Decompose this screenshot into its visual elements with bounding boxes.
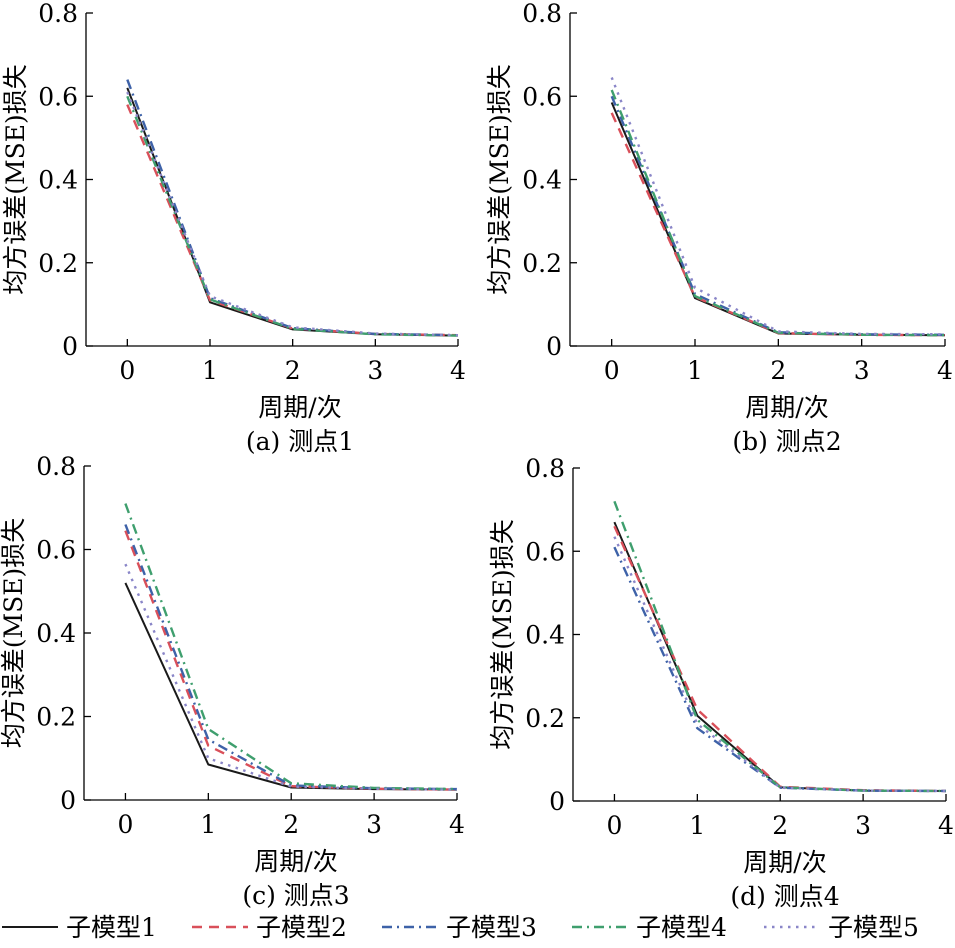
series-line-2 (610, 112, 946, 337)
x-tick-label: 2 (283, 810, 299, 839)
series-line-4 (610, 89, 946, 337)
y-tick-label: 0.2 (36, 703, 76, 732)
y-axis-label: 均方误差(MSE)损失 (488, 519, 517, 749)
series-line-5 (613, 536, 947, 793)
legend: 子模型1 子模型2 子模型3 子模型4 子模型5 (2, 913, 919, 942)
x-tick-label: 0 (119, 356, 135, 385)
legend-label: 子模型4 (636, 913, 727, 942)
y-tick-label: 0.8 (522, 0, 562, 28)
x-tick-label: 1 (202, 356, 218, 385)
x-tick-label: 0 (604, 356, 620, 385)
x-axis-label: 周期/次 (254, 847, 337, 876)
x-tick-label: 1 (689, 811, 705, 840)
series-line-1 (610, 102, 946, 337)
y-tick-label: 0.6 (36, 536, 76, 565)
y-tick-label: 0.2 (522, 249, 562, 278)
x-tick-label: 2 (285, 356, 301, 385)
series-line-4 (124, 503, 458, 791)
y-tick-label: 0.8 (36, 452, 76, 481)
y-tick-label: 0.6 (522, 82, 562, 111)
x-axis-label: 周期/次 (745, 393, 828, 422)
x-tick-label: 3 (366, 810, 382, 839)
x-tick-label: 4 (937, 356, 953, 385)
y-axis-label: 均方误差(MSE)损失 (485, 64, 514, 294)
x-tick-label: 2 (772, 811, 788, 840)
series-line-2 (613, 525, 947, 793)
y-tick-label: 0.2 (38, 249, 78, 278)
x-tick-label: 4 (449, 810, 465, 839)
series-line-5 (610, 77, 946, 336)
y-axis-label: 均方误差(MSE)损失 (0, 518, 28, 748)
y-tick-label: 0.8 (525, 454, 565, 483)
x-tick-label: 2 (770, 356, 786, 385)
panel-caption: (b) 测点2 (732, 427, 841, 456)
legend-item-3: 子模型3 (382, 913, 537, 942)
x-tick-label: 4 (450, 356, 466, 385)
series-line-5 (124, 563, 458, 791)
x-tick-label: 3 (854, 356, 870, 385)
panel-caption: (c) 测点3 (242, 881, 349, 910)
y-tick-label: 0.4 (36, 619, 76, 648)
y-tick-label: 0 (60, 786, 76, 815)
x-tick-label: 3 (367, 356, 383, 385)
x-tick-label: 1 (687, 356, 703, 385)
panel-caption: (a) 测点1 (246, 427, 354, 456)
x-tick-label: 0 (606, 811, 622, 840)
series-line-2 (126, 104, 459, 337)
x-tick-label: 4 (938, 811, 954, 840)
legend-item-4: 子模型4 (572, 913, 727, 942)
y-tick-label: 0.8 (38, 0, 78, 28)
x-axis-label: 周期/次 (743, 848, 826, 877)
y-tick-label: 0.4 (525, 621, 565, 650)
panel-caption: (d) 测点4 (730, 882, 839, 911)
series-line-3 (124, 524, 458, 791)
legend-item-1: 子模型1 (2, 913, 157, 942)
series-line-1 (613, 521, 947, 792)
series-line-5 (126, 91, 459, 337)
y-tick-label: 0 (546, 332, 562, 361)
x-tick-label: 3 (855, 811, 871, 840)
series-line-4 (613, 500, 947, 793)
legend-label: 子模型1 (66, 913, 157, 942)
legend-label: 子模型2 (256, 913, 347, 942)
legend-label: 子模型5 (828, 913, 919, 942)
x-tick-label: 0 (117, 810, 133, 839)
y-axis-label: 均方误差(MSE)损失 (1, 64, 30, 294)
y-tick-label: 0.6 (38, 82, 78, 111)
series-line-2 (124, 530, 458, 791)
legend-item-5: 子模型5 (764, 913, 919, 942)
legend-item-2: 子模型2 (192, 913, 347, 942)
y-tick-label: 0 (549, 787, 565, 816)
y-tick-label: 0 (62, 332, 78, 361)
y-tick-label: 0.4 (38, 166, 78, 195)
x-axis-label: 周期/次 (258, 393, 341, 422)
series-line-1 (124, 582, 458, 791)
series-line-3 (613, 546, 947, 793)
y-tick-label: 0.6 (525, 537, 565, 566)
y-tick-label: 0.4 (522, 166, 562, 195)
y-tick-label: 0.2 (525, 704, 565, 733)
x-tick-label: 1 (200, 810, 216, 839)
legend-label: 子模型3 (446, 913, 537, 942)
series-line-3 (126, 79, 459, 337)
